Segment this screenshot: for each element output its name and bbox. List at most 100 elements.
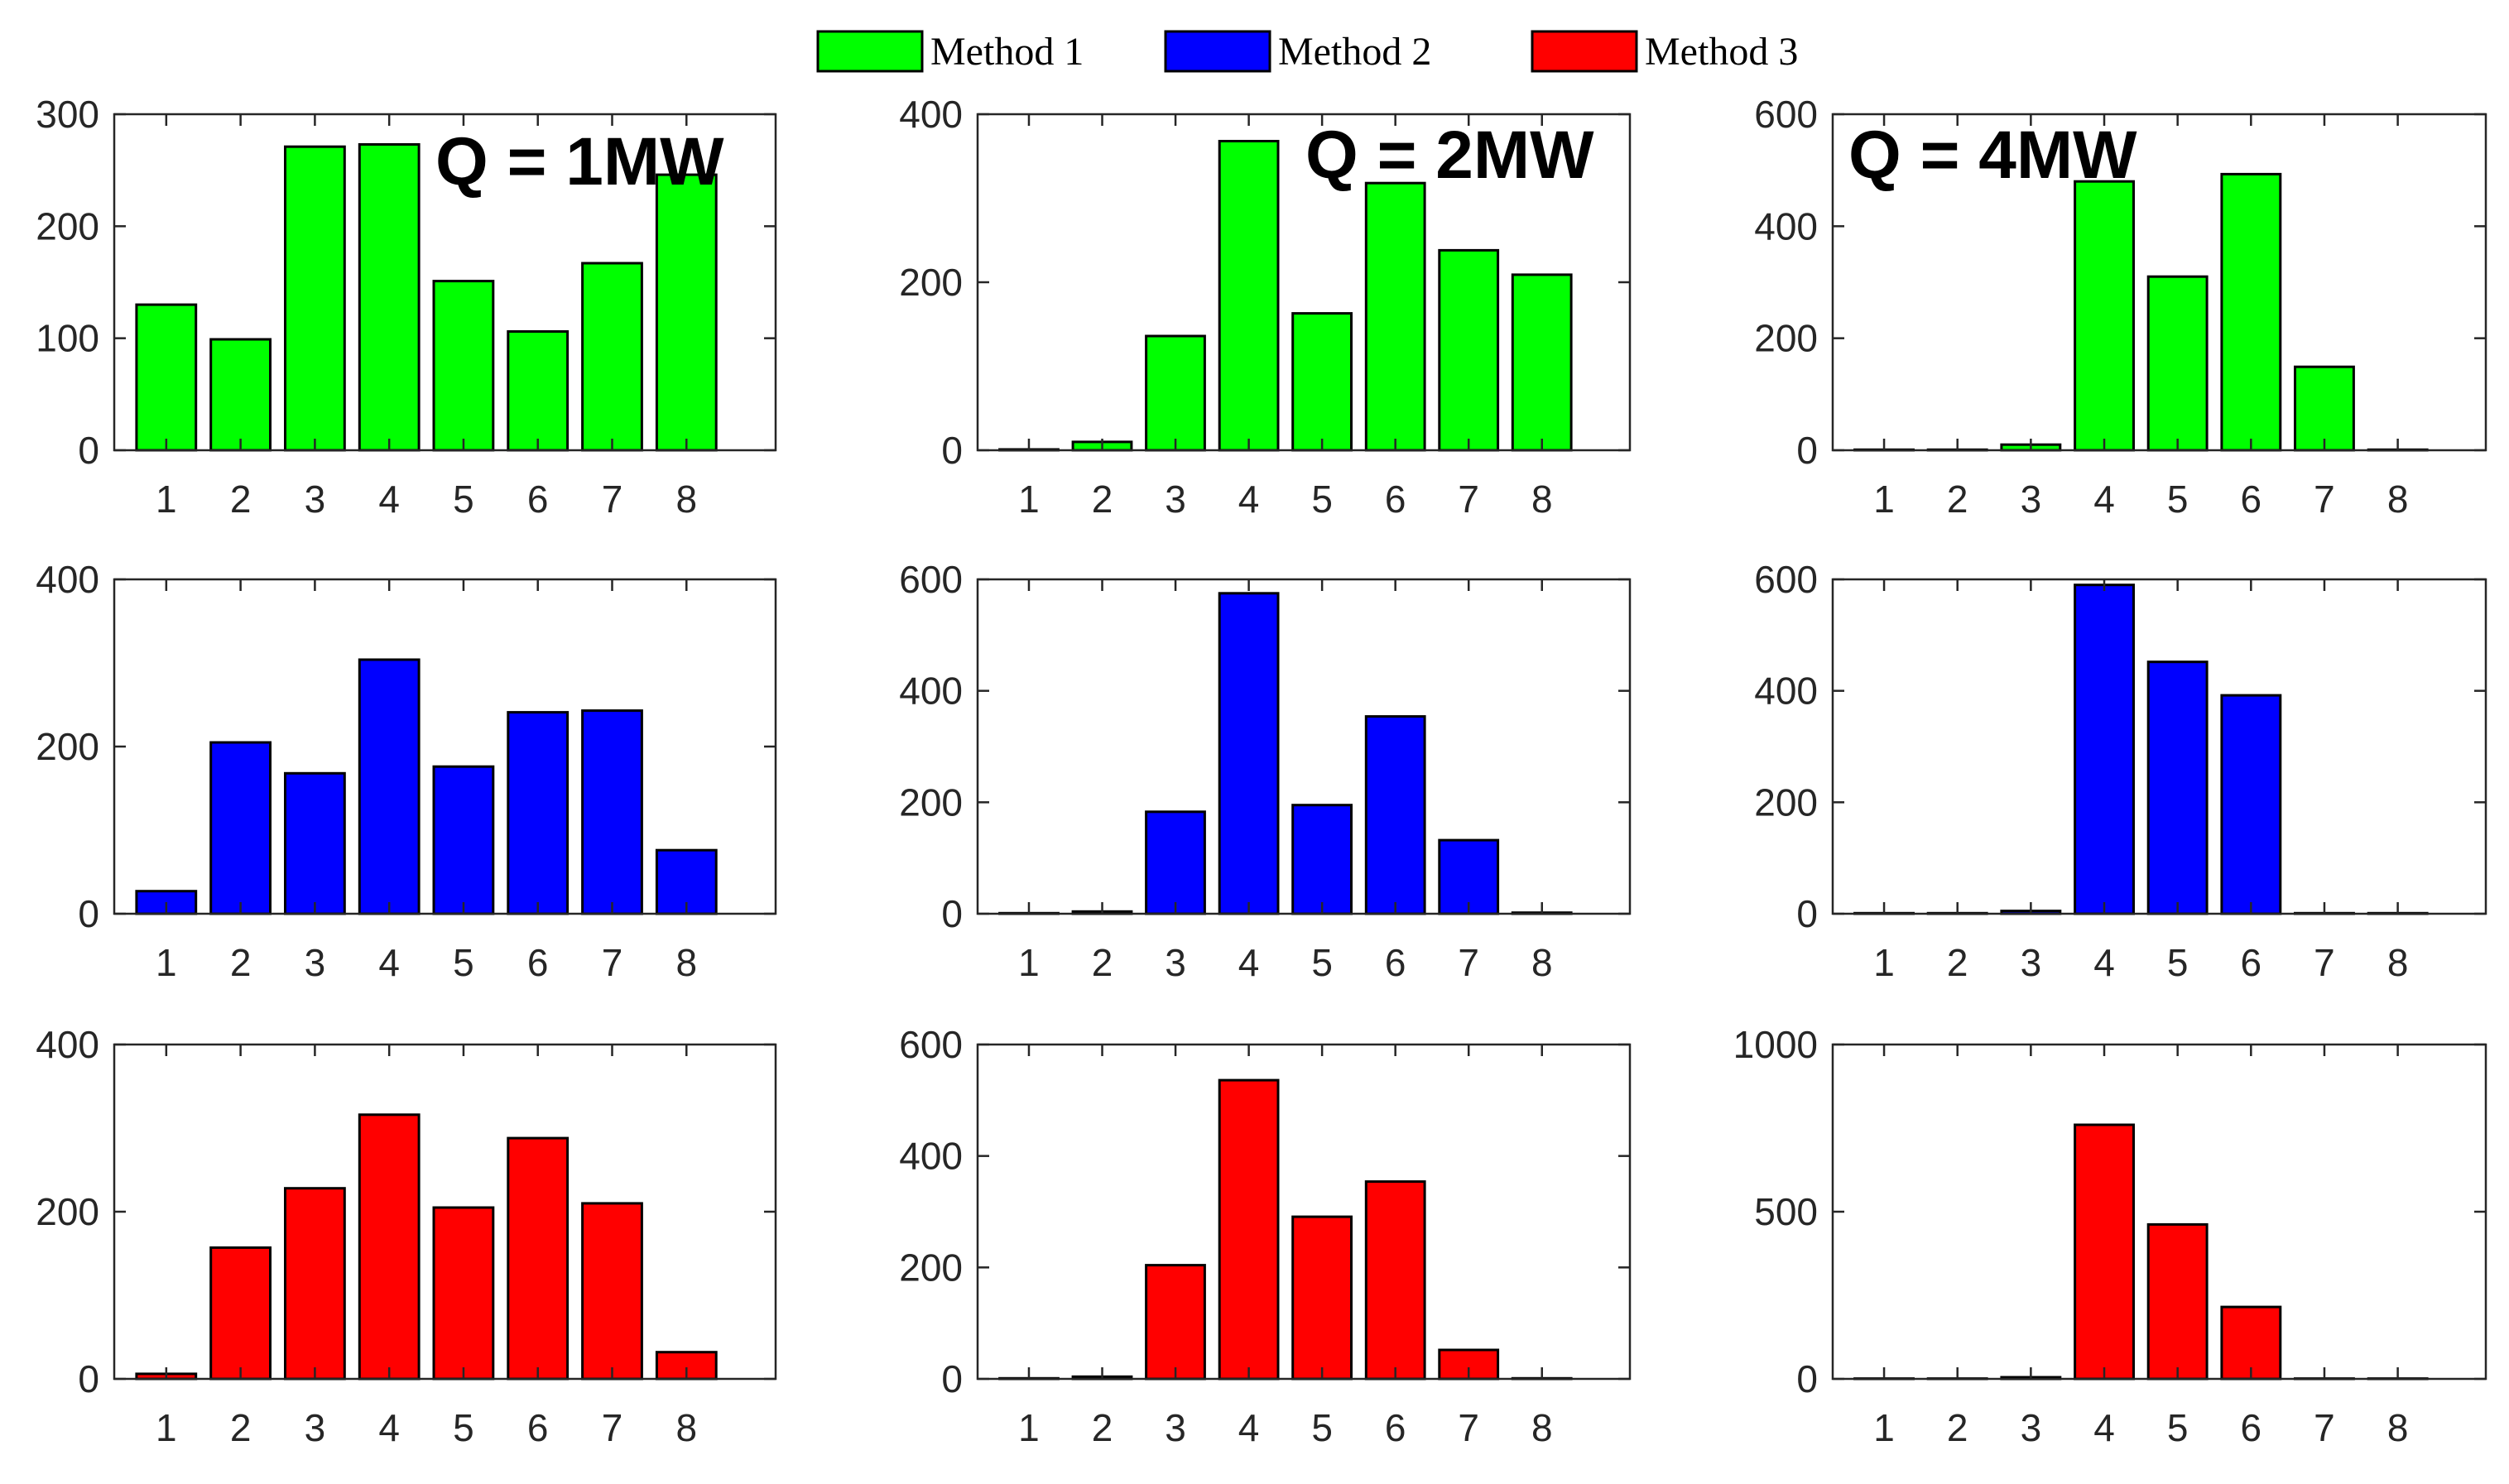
x-tick-label: 6 bbox=[1385, 478, 1406, 521]
x-tick-label: 4 bbox=[2093, 478, 2115, 521]
subplot-r2-c1: 1 2 3 4 5 6 7 8 0 200 400 bbox=[36, 558, 777, 984]
bar-8 bbox=[1511, 273, 1573, 452]
x-tick-label: 6 bbox=[2241, 941, 2262, 984]
x-tick-label: 8 bbox=[675, 1406, 697, 1449]
bar-5 bbox=[1291, 1215, 1353, 1381]
y-tick-label: 0 bbox=[941, 892, 963, 935]
bar-5 bbox=[2146, 660, 2209, 915]
bar-3 bbox=[1145, 334, 1206, 452]
y-tick-label: 0 bbox=[1796, 1357, 1818, 1400]
x-tick-label: 4 bbox=[2093, 1406, 2115, 1449]
y-tick-label: 400 bbox=[36, 558, 99, 601]
y-tick-label: 200 bbox=[1754, 780, 1818, 824]
bar-6 bbox=[2220, 1305, 2282, 1381]
bar-3 bbox=[284, 1187, 346, 1381]
x-tick-label: 6 bbox=[527, 1406, 549, 1449]
legend-swatch bbox=[1164, 30, 1271, 73]
x-tick-label: 4 bbox=[378, 478, 400, 521]
x-tick-label: 5 bbox=[453, 478, 474, 521]
bar-5 bbox=[432, 280, 495, 452]
bar-2 bbox=[209, 338, 272, 452]
bar-4 bbox=[2074, 584, 2136, 915]
x-tick-label: 7 bbox=[602, 941, 623, 984]
y-tick-label: 600 bbox=[899, 558, 963, 601]
x-tick-label: 5 bbox=[453, 1406, 474, 1449]
bar-6 bbox=[2220, 172, 2282, 452]
bar-4 bbox=[358, 1113, 421, 1381]
x-tick-label: 5 bbox=[1311, 941, 1333, 984]
q-annotation: Q = 2MW bbox=[1305, 118, 1594, 193]
x-tick-label: 5 bbox=[2167, 1406, 2189, 1449]
bar-5 bbox=[432, 765, 495, 915]
bar-6 bbox=[507, 711, 570, 915]
x-tick-label: 6 bbox=[2241, 1406, 2262, 1449]
y-tick-label: 0 bbox=[1796, 892, 1818, 935]
x-tick-label: 8 bbox=[1531, 478, 1553, 521]
x-tick-label: 4 bbox=[378, 1406, 400, 1449]
y-tick-label: 1000 bbox=[1733, 1023, 1818, 1066]
bar-4 bbox=[1218, 140, 1280, 452]
legend-item-method-2: Method 2 bbox=[1164, 30, 1431, 74]
x-tick-label: 8 bbox=[675, 478, 697, 521]
y-tick-label: 0 bbox=[78, 429, 99, 472]
y-tick-label: 400 bbox=[1754, 670, 1818, 713]
x-tick-label: 5 bbox=[453, 941, 474, 984]
subplot-r3-c2: 1 2 3 4 5 6 7 8 0 200 400 600 bbox=[899, 1023, 1632, 1449]
bar-1 bbox=[135, 303, 198, 452]
x-tick-label: 8 bbox=[2387, 1406, 2409, 1449]
y-tick-label: 200 bbox=[36, 1190, 99, 1233]
y-tick-label: 300 bbox=[36, 93, 99, 136]
x-tick-label: 2 bbox=[1947, 1406, 1968, 1449]
subplot-r3-c1: 1 2 3 4 5 6 7 8 0 200 400 bbox=[36, 1023, 777, 1449]
x-tick-label: 7 bbox=[2314, 1406, 2335, 1449]
y-tick-label: 400 bbox=[899, 1135, 963, 1178]
y-tick-label: 500 bbox=[1754, 1190, 1818, 1233]
subplot-r1-c1: 1 2 3 4 5 6 7 8 0 100 200 300 Q = 1MW bbox=[36, 93, 777, 521]
x-tick-label: 8 bbox=[1531, 1406, 1553, 1449]
legend-label: Method 1 bbox=[930, 30, 1084, 74]
axes-box bbox=[976, 578, 1632, 915]
x-tick-label: 4 bbox=[1238, 941, 1260, 984]
x-tick-label: 2 bbox=[1092, 1406, 1113, 1449]
bar-6 bbox=[1364, 715, 1426, 915]
x-tick-label: 3 bbox=[1165, 941, 1186, 984]
x-tick-label: 1 bbox=[1873, 478, 1895, 521]
subplot-r2-c2: 1 2 3 4 5 6 7 8 0 200 400 600 bbox=[899, 558, 1632, 984]
x-tick-label: 7 bbox=[2314, 941, 2335, 984]
bar-7 bbox=[581, 709, 643, 915]
q-annotation: Q = 1MW bbox=[435, 124, 724, 199]
y-tick-label: 0 bbox=[1796, 429, 1818, 472]
y-tick-label: 0 bbox=[78, 1357, 99, 1400]
y-tick-label: 100 bbox=[36, 317, 99, 360]
y-tick-label: 200 bbox=[899, 1246, 963, 1289]
y-tick-label: 400 bbox=[1754, 204, 1818, 247]
bar-6 bbox=[507, 330, 570, 452]
legend-item-method-1: Method 1 bbox=[816, 30, 1084, 74]
axes-box bbox=[1831, 578, 2487, 915]
bar-4 bbox=[358, 143, 421, 452]
bar-8 bbox=[655, 173, 718, 452]
bar-5 bbox=[2146, 1222, 2209, 1381]
x-tick-label: 3 bbox=[305, 478, 326, 521]
y-tick-label: 400 bbox=[899, 93, 963, 136]
legend-swatch bbox=[816, 30, 924, 73]
x-tick-label: 7 bbox=[1458, 941, 1479, 984]
y-tick-label: 200 bbox=[899, 780, 963, 824]
x-tick-label: 1 bbox=[156, 941, 177, 984]
x-tick-label: 2 bbox=[1947, 941, 1968, 984]
x-tick-label: 7 bbox=[602, 1406, 623, 1449]
legend-swatch bbox=[1531, 30, 1638, 73]
x-tick-label: 5 bbox=[2167, 941, 2189, 984]
x-tick-label: 6 bbox=[1385, 1406, 1406, 1449]
x-tick-label: 1 bbox=[156, 1406, 177, 1449]
x-tick-label: 8 bbox=[1531, 941, 1553, 984]
bar-5 bbox=[432, 1206, 495, 1381]
x-tick-label: 2 bbox=[1092, 478, 1113, 521]
y-tick-label: 400 bbox=[899, 670, 963, 713]
x-tick-label: 7 bbox=[602, 478, 623, 521]
bar-3 bbox=[284, 771, 346, 915]
bar-6 bbox=[1364, 1180, 1426, 1381]
bar-4 bbox=[1218, 592, 1280, 915]
x-tick-label: 6 bbox=[527, 941, 549, 984]
